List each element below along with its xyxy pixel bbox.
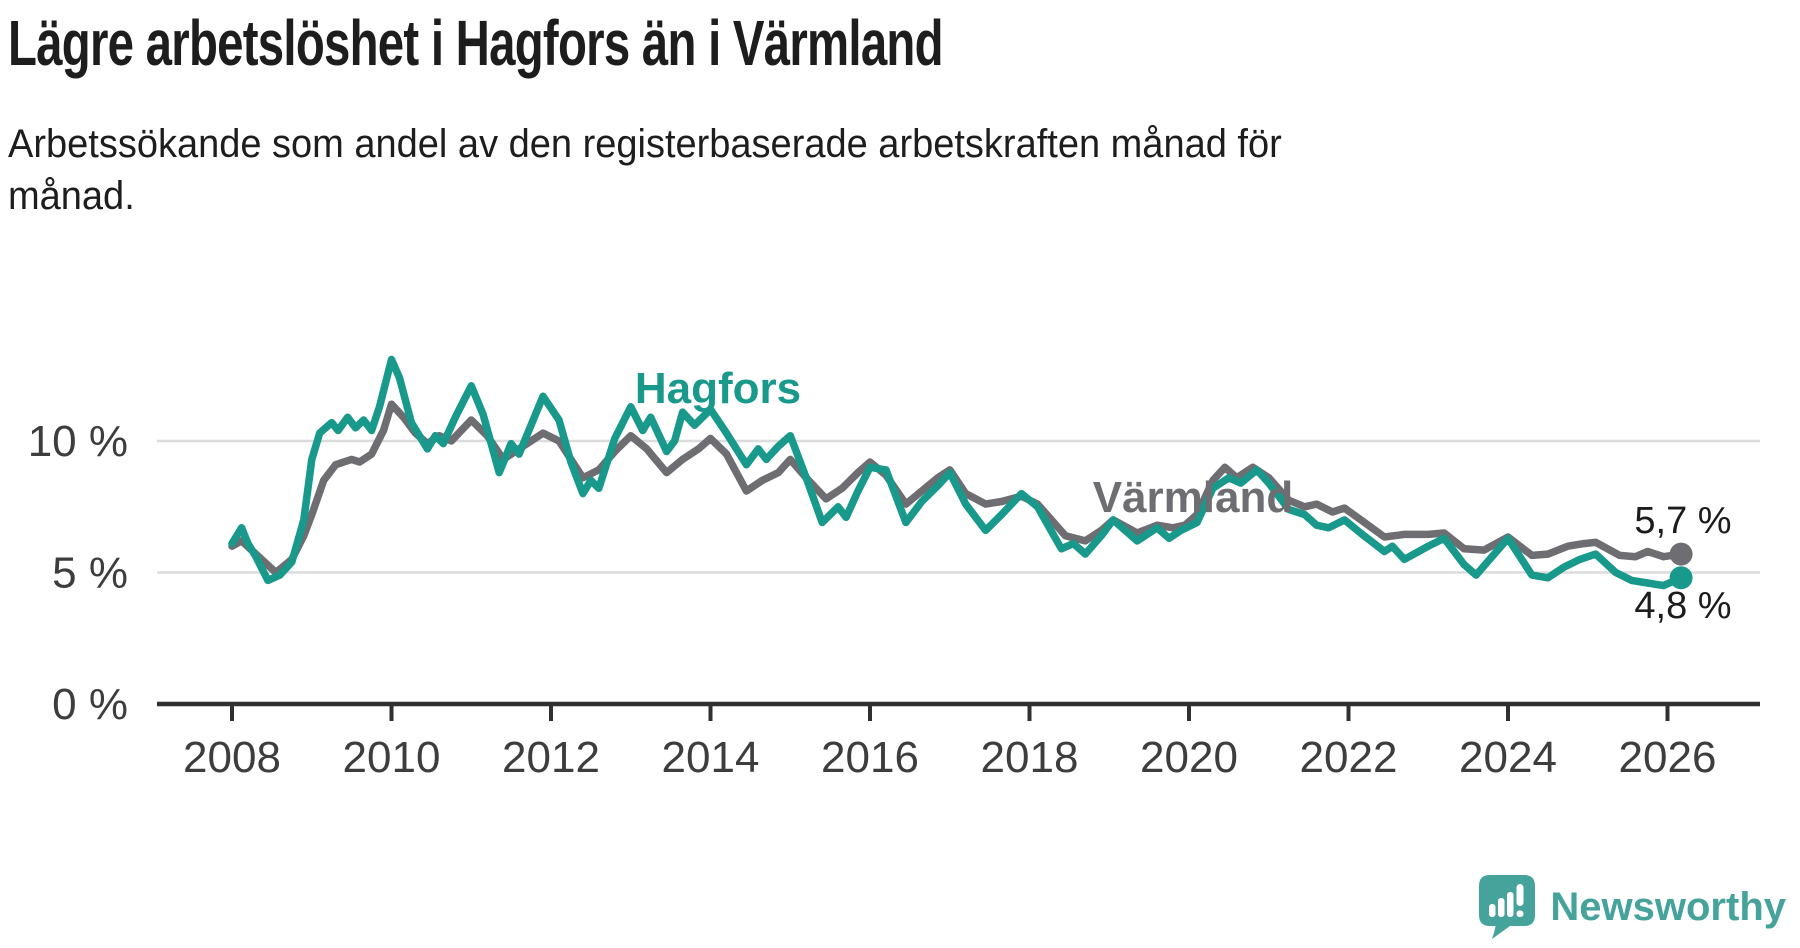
series-label-varmland: Värmland	[1093, 473, 1294, 522]
series-label-hagfors: Hagfors	[635, 364, 801, 413]
brand-footer: Newsworthy	[1478, 874, 1786, 940]
newsworthy-logo-icon	[1479, 875, 1536, 939]
x-tick-label-2024: 2024	[1459, 733, 1557, 782]
chart-subtitle-line-1: Arbetssökande som andel av den registerb…	[8, 122, 1282, 166]
exclamation-dot	[1516, 910, 1524, 917]
brand-name: Newsworthy	[1550, 884, 1786, 929]
bar-large	[1507, 892, 1514, 917]
bar-small	[1489, 904, 1496, 917]
bar-medium	[1498, 898, 1505, 917]
x-tick-label-2020: 2020	[1140, 733, 1238, 782]
x-tick-label-2022: 2022	[1300, 733, 1398, 782]
axis-labels: 0 % 5 % 10 % 2008 2010 2012 2014 2016 2018 2020 20…	[28, 417, 1717, 782]
chart-subtitle-line-2: månad.	[8, 174, 135, 218]
x-tick-label-2008: 2008	[183, 733, 281, 782]
x-tick-label-2016: 2016	[821, 733, 919, 782]
hagfors-line	[228, 355, 1685, 590]
x-tick-label-2026: 2026	[1619, 733, 1717, 782]
chart-subtitle: Arbetssökande som andel av den registerb…	[8, 118, 1282, 222]
end-value-label-hagfors: 4,8 %	[1634, 585, 1731, 627]
exclamation-bar	[1516, 884, 1524, 906]
y-tick-label-5: 5 %	[52, 549, 128, 598]
x-axis	[157, 701, 1760, 721]
chart-title: Lägre arbetslöshet i Hagfors än i Värmla…	[8, 7, 944, 79]
hagfors-end-dot	[1669, 566, 1693, 590]
x-tick-label-2012: 2012	[502, 733, 600, 782]
y-tick-label-0: 0 %	[52, 680, 128, 729]
y-tick-label-10: 10 %	[28, 417, 128, 466]
x-tick-label-2014: 2014	[662, 733, 760, 782]
x-tick-label-2018: 2018	[981, 733, 1079, 782]
värmland-end-dot	[1669, 542, 1693, 566]
end-value-label-varmland: 5,7 %	[1634, 500, 1731, 542]
series-lines	[228, 355, 1693, 590]
x-tick-label-2010: 2010	[343, 733, 441, 782]
